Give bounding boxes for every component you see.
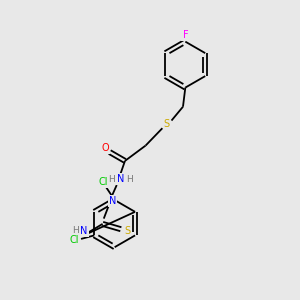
Text: O: O bbox=[101, 143, 109, 153]
Text: Cl: Cl bbox=[70, 235, 79, 245]
Text: Cl: Cl bbox=[98, 177, 108, 188]
Text: F: F bbox=[182, 30, 188, 40]
Text: N: N bbox=[109, 196, 116, 206]
Text: H: H bbox=[126, 175, 133, 184]
Text: S: S bbox=[164, 119, 170, 129]
Text: H: H bbox=[108, 175, 115, 184]
Text: N: N bbox=[117, 174, 124, 184]
Text: H: H bbox=[72, 226, 79, 236]
Text: N: N bbox=[80, 226, 87, 236]
Text: S: S bbox=[124, 226, 130, 236]
